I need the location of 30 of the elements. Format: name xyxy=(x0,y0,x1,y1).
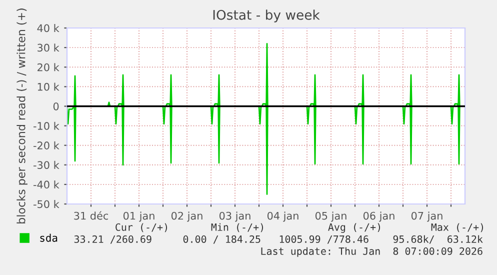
x-tick-label: 01 jan xyxy=(123,212,154,222)
text: Avg (-/+) xyxy=(328,223,380,233)
y-tick-label: -30 k xyxy=(34,160,60,169)
y-tick-label: 20 k xyxy=(38,63,60,72)
y-tick-label: 10 k xyxy=(38,82,60,91)
x-tick-label: 02 jan xyxy=(171,212,202,222)
text: Last update: Thu Jan 8 07:00:09 2026 xyxy=(261,247,482,257)
text: Cur (-/+) xyxy=(116,223,168,232)
x-tick-label: 03 jan xyxy=(219,212,250,222)
text: 33.21 /260.69 xyxy=(74,235,152,244)
x-tick-label: 07 jan xyxy=(411,212,442,222)
text: Max (-/+) xyxy=(431,223,484,232)
text: 1005.99 /778.46 xyxy=(280,235,368,244)
y-tick-label: -10 k xyxy=(34,122,60,130)
y-tick-label: 0 xyxy=(53,102,59,110)
chart-title: IOstat - by week xyxy=(213,10,320,22)
text: 0.00 / 184.25 xyxy=(183,235,260,244)
y-tick-label: -50 k xyxy=(34,200,60,208)
text: Min (-/+) xyxy=(211,223,264,232)
x-tick-label: 31 déc xyxy=(74,211,108,220)
y-tick-label: -20 k xyxy=(34,141,60,150)
y-axis-title: blocks per second read (-) / written (+) xyxy=(16,8,28,224)
x-tick-label: 05 jan xyxy=(315,212,346,222)
text: 95.68k/ 63.12k xyxy=(393,235,483,244)
x-tick-label: 04 jan xyxy=(267,212,298,222)
y-tick-label: 30 k xyxy=(38,44,60,52)
legend-label: sda xyxy=(40,234,58,242)
x-tick-label: 06 jan xyxy=(363,212,394,222)
y-tick-label: 40 k xyxy=(37,24,60,32)
y-tick-label: -40 k xyxy=(34,180,60,189)
